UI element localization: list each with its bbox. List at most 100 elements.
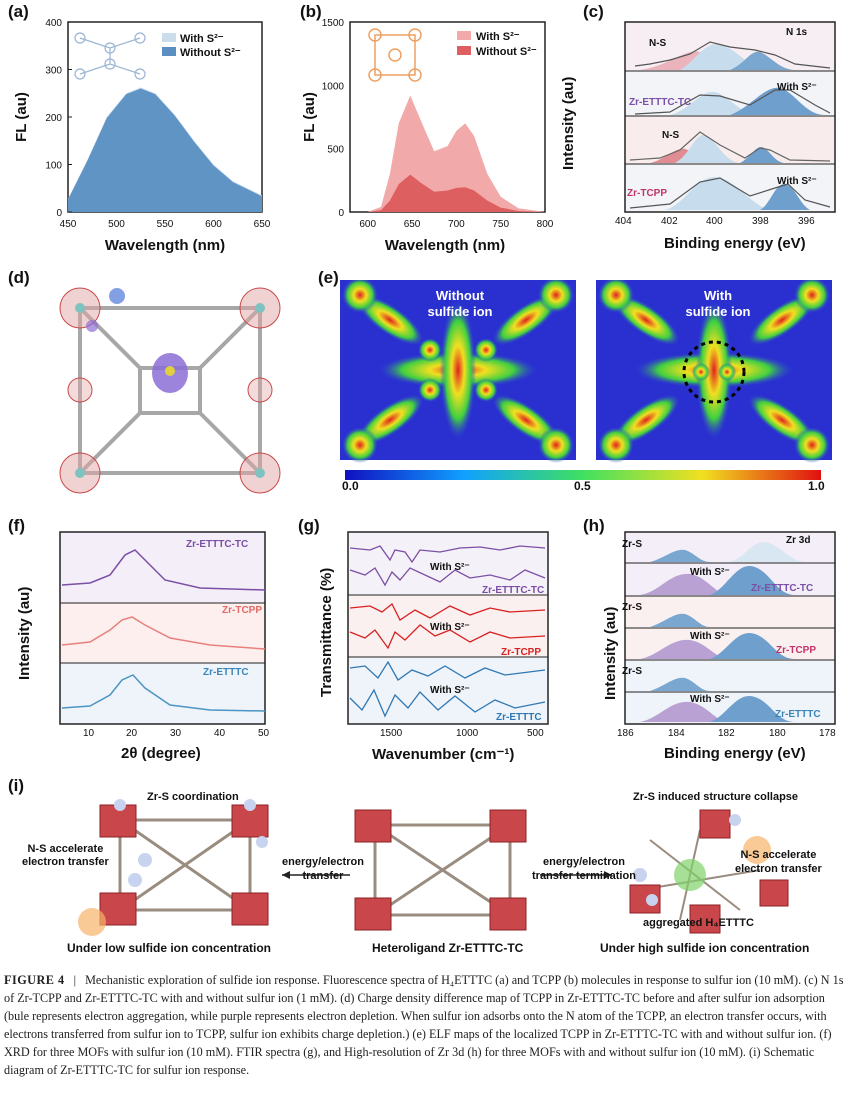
- b-xtick: 600: [359, 219, 376, 230]
- schematic-illustration: [78, 799, 789, 936]
- panel-label-c: (c): [583, 2, 604, 21]
- i-energy-left: energy/electron transfer: [282, 856, 364, 882]
- chart-c: [624, 21, 836, 213]
- elf-scale-min: 0.0: [342, 479, 359, 493]
- b-molecule-icon: [368, 28, 422, 82]
- chart-h: [624, 531, 836, 725]
- i-under-high: Under high sulfide ion concentration: [600, 941, 810, 955]
- panel-label-e: (e): [318, 268, 339, 287]
- h-xlabel: Binding energy (eV): [664, 745, 806, 762]
- c-annot-with-2: With S²⁻: [777, 176, 817, 187]
- chart-b-plot: 0 500 1000 1500 600 650 700 750 800 Wavelength (n…: [301, 18, 554, 254]
- h-xtick: 184: [668, 728, 685, 739]
- a-ylabel: FL (au): [13, 92, 30, 142]
- h-series-2: Zr-TCPP: [776, 645, 816, 656]
- f-series-3: Zr-ETTTC: [203, 667, 249, 678]
- f-xtick: 40: [214, 728, 226, 739]
- c-annot-ns-1: N-S: [649, 38, 667, 49]
- a-xtick: 600: [205, 219, 222, 230]
- chart-a: 0 100 200 300 400 450 500 550 600 650 Wavelength (…: [13, 18, 271, 254]
- i-collapse: Zr-S induced structure collapse: [633, 791, 799, 803]
- elf-left: [340, 280, 576, 463]
- h-title: Zr 3d: [786, 535, 811, 546]
- a-ytick: 400: [45, 18, 62, 29]
- f-xtick: 10: [83, 728, 95, 739]
- panel-label-i: (i): [8, 776, 25, 795]
- b-xtick: 800: [537, 219, 554, 230]
- g-xlabel: Wavenumber (cm⁻¹): [372, 746, 515, 763]
- figure-caption: FIGURE 4 | Mechanistic exploration of su…: [4, 973, 844, 1077]
- panel-label-h: (h): [583, 516, 605, 535]
- g-series-3: Zr-ETTTC: [496, 712, 542, 723]
- h-xtick: 182: [718, 728, 735, 739]
- panel-label-a: (a): [8, 2, 29, 21]
- a-xlabel: Wavelength (nm): [105, 237, 225, 254]
- b-legend-swatch: [457, 46, 471, 55]
- g-annot-with-2: With S²⁻: [430, 622, 470, 633]
- b-ytick: 1000: [322, 81, 345, 92]
- elf-right-title: With sulfide ion: [685, 288, 751, 319]
- h-xtick: 180: [769, 728, 786, 739]
- b-xtick: 750: [492, 219, 509, 230]
- elf-left-title: Without sulfide ion: [427, 288, 493, 319]
- f-xtick: 50: [258, 728, 270, 739]
- h-ylabel: Intensity (au): [602, 606, 619, 700]
- c-annot-series-2: Zr-TCPP: [627, 188, 667, 199]
- arrows: [282, 871, 612, 879]
- framework-center: [354, 809, 527, 931]
- panel-label-f: (f): [8, 516, 25, 535]
- a-series-area: [68, 88, 262, 212]
- g-xtick: 500: [527, 728, 544, 739]
- c-annot-ns-2: N-S: [662, 130, 680, 141]
- g-annot-with-1: With S²⁻: [430, 562, 470, 573]
- g-series-2: Zr-TCPP: [501, 647, 541, 658]
- a-xtick: 550: [157, 219, 174, 230]
- g-ylabel: Transmittance (%): [318, 567, 335, 697]
- caption-figure-label: FIGURE 4: [4, 973, 65, 987]
- framework-right: [629, 809, 789, 934]
- c-xtick: 398: [752, 216, 769, 227]
- elf-scale-mid: 0.5: [574, 479, 591, 493]
- g-xtick: 1000: [456, 728, 479, 739]
- b-ylabel: FL (au): [301, 92, 318, 142]
- a-ytick: 100: [45, 161, 62, 172]
- h-series-3: Zr-ETTTC: [775, 709, 821, 720]
- framework-left: [78, 799, 269, 936]
- c-xtick: 404: [615, 216, 632, 227]
- a-xtick: 450: [60, 219, 77, 230]
- a-molecule-icon: [74, 32, 146, 80]
- b-xtick: 700: [448, 219, 465, 230]
- h-annot-with-3: With S²⁻: [690, 694, 730, 705]
- b-ytick: 500: [327, 145, 344, 156]
- a-ytick: 0: [56, 208, 62, 219]
- c-xtick: 396: [798, 216, 815, 227]
- i-energy-right: energy/electron transfer termination: [532, 856, 636, 882]
- b-xtick: 650: [404, 219, 421, 230]
- elf-maps: [340, 280, 832, 480]
- h-annot-with-1: With S²⁻: [690, 567, 730, 578]
- f-ylabel: Intensity (au): [16, 586, 33, 680]
- g-xtick: 1500: [380, 728, 403, 739]
- g-series-1: Zr-ETTTC-TC: [482, 585, 545, 596]
- b-legend-label: Without S²⁻: [476, 46, 537, 58]
- a-legend-swatch: [162, 47, 176, 56]
- panel-label-b: (b): [300, 2, 322, 21]
- c-title: N 1s: [786, 27, 808, 38]
- c-xtick: 400: [706, 216, 723, 227]
- i-heteroligand: Heteroligand Zr-ETTTC-TC: [372, 941, 524, 955]
- a-xtick: 650: [254, 219, 271, 230]
- b-legend-label: With S²⁻: [476, 31, 520, 43]
- h-annot-with-2: With S²⁻: [690, 631, 730, 642]
- panel-label-d: (d): [8, 268, 30, 287]
- a-legend-label: Without S²⁻: [180, 47, 241, 59]
- a-ytick: 200: [45, 113, 62, 124]
- h-annot-zrs-1: Zr-S: [622, 539, 642, 550]
- h-annot-zrs-2: Zr-S: [622, 602, 642, 613]
- h-series-1: Zr-ETTTC-TC: [751, 583, 814, 594]
- i-ns-left: N-S accelerate electron transfer: [22, 843, 109, 868]
- chart-f: [59, 531, 266, 725]
- elf-right: [596, 280, 832, 463]
- b-ytick: 1500: [322, 18, 345, 29]
- h-annot-zrs-3: Zr-S: [622, 666, 642, 677]
- h-xtick: 186: [617, 728, 634, 739]
